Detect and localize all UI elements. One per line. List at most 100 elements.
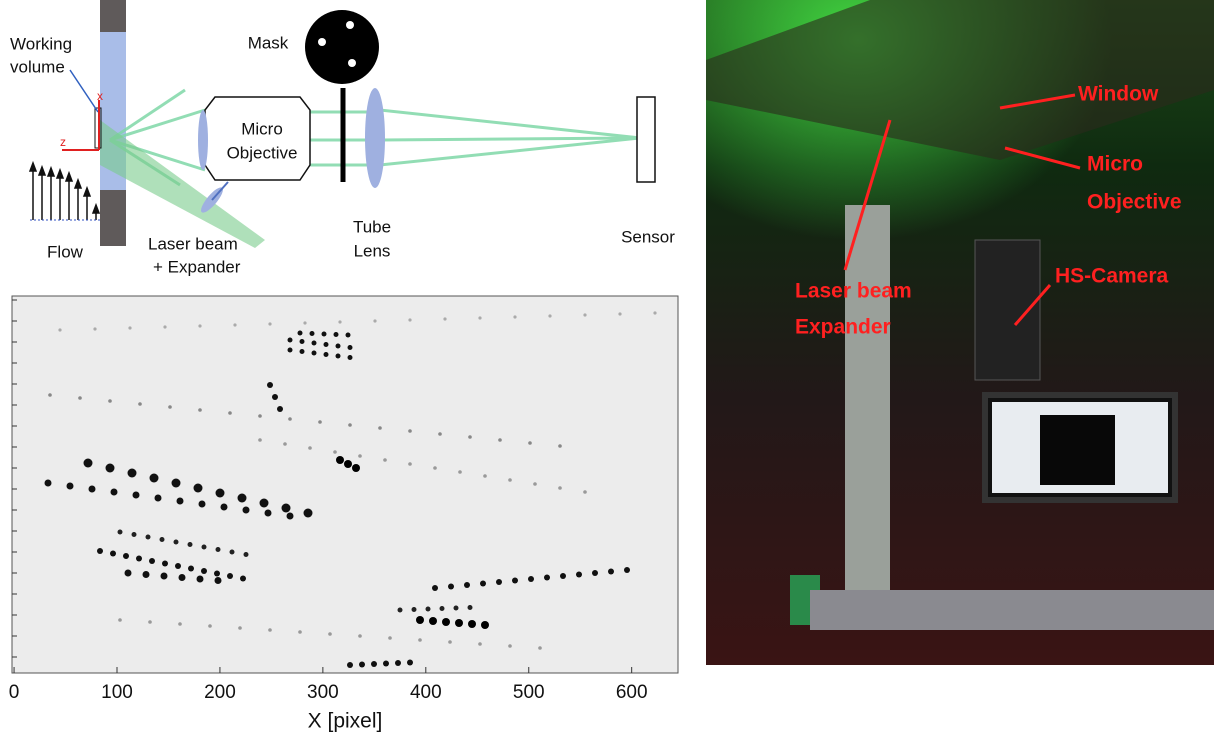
photo-label: Objective (1087, 191, 1182, 214)
photo: Window Micro Objective Laser beam Expand… (706, 0, 1214, 665)
particle (48, 393, 52, 397)
particle (344, 460, 352, 468)
particle (371, 661, 377, 667)
particle (408, 429, 412, 433)
particle (162, 561, 168, 567)
particle (322, 332, 327, 337)
particle (198, 324, 201, 327)
particle (93, 327, 96, 330)
particle (216, 547, 221, 552)
particle (178, 622, 182, 626)
particle (548, 314, 551, 317)
x-tick-label: 400 (410, 682, 442, 703)
label: Laser beam (148, 234, 238, 253)
particle (230, 550, 235, 555)
particle (558, 444, 562, 448)
particle (132, 532, 137, 537)
particle (268, 628, 272, 632)
photo-label: Expander (795, 316, 891, 339)
label: Flow (47, 242, 84, 261)
particle (528, 576, 534, 582)
particle (272, 394, 278, 400)
arrow-head (48, 168, 54, 176)
particle (528, 441, 532, 445)
particle (324, 352, 329, 357)
particle (388, 636, 392, 640)
particle (576, 572, 582, 578)
label: + Expander (153, 257, 241, 276)
particle (138, 402, 142, 406)
particle (179, 574, 186, 581)
particle (336, 344, 341, 349)
particle (624, 567, 630, 573)
base-rail (810, 590, 1214, 630)
mask-hole (348, 59, 356, 67)
particle (395, 660, 401, 666)
label: Objective (227, 143, 298, 162)
particle (304, 509, 313, 518)
particle (348, 355, 353, 360)
particle (106, 464, 115, 473)
particle (454, 606, 459, 611)
particle (258, 438, 262, 442)
particle (175, 563, 181, 569)
plot-frame (12, 296, 678, 673)
particle (228, 411, 232, 415)
particle (300, 339, 305, 344)
particle (333, 450, 337, 454)
particle (238, 494, 247, 503)
particle (560, 573, 566, 579)
particle (440, 606, 445, 611)
particle (412, 607, 417, 612)
flow-arrows (30, 163, 99, 220)
mask-hole (346, 21, 354, 29)
tube-lens (365, 88, 385, 188)
particle (303, 321, 306, 324)
particle (358, 454, 362, 458)
particle (544, 575, 550, 581)
particle (383, 661, 389, 667)
particle (455, 619, 463, 627)
label: Sensor (621, 227, 675, 246)
particle (194, 484, 203, 493)
arrow-head (39, 167, 45, 175)
particle (508, 644, 512, 648)
x-tick-label: 0 (9, 682, 20, 703)
label: Micro (241, 119, 283, 138)
particle (150, 474, 159, 483)
particle (426, 607, 431, 612)
objective-body (205, 97, 310, 180)
particle (202, 545, 207, 550)
particle (312, 351, 317, 356)
particle (215, 577, 222, 584)
sensor (637, 97, 655, 182)
particle (324, 342, 329, 347)
particle (143, 571, 150, 578)
particle (197, 576, 204, 583)
monitor-image (1040, 415, 1115, 485)
axis-label: x (97, 89, 103, 103)
particle (352, 464, 360, 472)
particle (328, 632, 332, 636)
particle (359, 662, 365, 668)
particle (199, 501, 206, 508)
label: Mask (248, 33, 289, 52)
particle (592, 570, 598, 576)
photo-label: Window (1078, 83, 1159, 106)
particle (358, 634, 362, 638)
particle (408, 318, 411, 321)
particle (481, 621, 489, 629)
particle (172, 479, 181, 488)
particle (110, 551, 116, 557)
particle (429, 617, 437, 625)
particle (336, 354, 341, 359)
particle (448, 584, 454, 590)
particle (283, 442, 287, 446)
particle (448, 640, 452, 644)
particle (478, 642, 482, 646)
particle (146, 535, 151, 540)
particle (300, 349, 305, 354)
particle (583, 313, 586, 316)
particle (168, 405, 172, 409)
x-tick-label: 300 (307, 682, 339, 703)
